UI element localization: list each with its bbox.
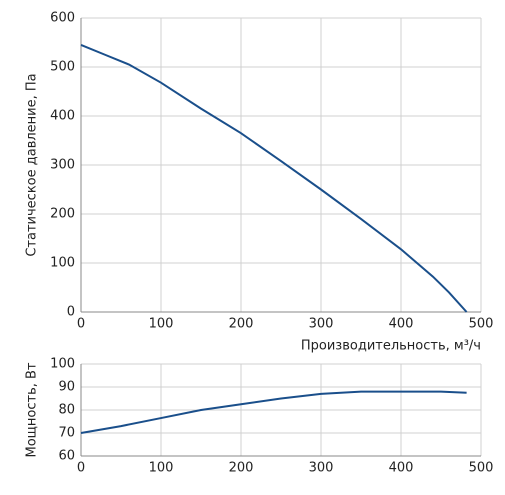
line (80, 390, 467, 434)
x-axis-label: Производительность, м³/ч (301, 339, 481, 354)
y-axis-label: Мощность, Вт (25, 362, 40, 457)
x-tick-label: 200 (229, 317, 254, 332)
x-tick-label: 300 (309, 461, 334, 476)
x-tick-label: 200 (229, 461, 254, 476)
y-tick-label: 80 (58, 403, 75, 418)
x-tick-label: 400 (389, 461, 414, 476)
y-tick-label: 300 (50, 158, 75, 173)
y-tick-label: 400 (50, 109, 75, 124)
x-tick-label: 300 (309, 317, 334, 332)
y-tick-label: 90 (58, 380, 75, 395)
x-tick-label: 500 (469, 461, 494, 476)
y-tick-label: 60 (58, 449, 75, 464)
y-tick-label: 70 (58, 426, 75, 441)
y-tick-label: 500 (50, 60, 75, 75)
x-tick-label: 400 (389, 317, 414, 332)
line (80, 44, 468, 313)
x-tick-label: 100 (149, 317, 174, 332)
y-axis-label: Статическое давление, Па (25, 73, 40, 256)
y-tick-label: 100 (50, 357, 75, 372)
x-tick-label: 0 (77, 461, 85, 476)
x-tick-label: 0 (77, 317, 85, 332)
x-tick-label: 500 (469, 317, 494, 332)
y-tick-label: 100 (50, 256, 75, 271)
y-tick-label: 200 (50, 207, 75, 222)
x-tick-label: 100 (149, 461, 174, 476)
y-tick-label: 0 (67, 305, 75, 320)
y-tick-label: 600 (50, 11, 75, 26)
